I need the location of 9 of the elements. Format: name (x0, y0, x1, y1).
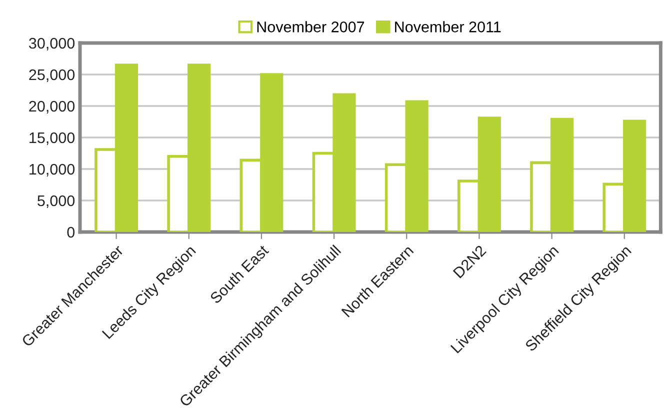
y-tick-label: 20,000 (29, 100, 75, 114)
legend-label: November 2011 (395, 21, 501, 32)
y-tick-label: 10,000 (30, 164, 75, 176)
y-tick-label: 30,000 (29, 38, 75, 50)
y-tick-label: 0 (67, 226, 75, 238)
y-tick-label: 5,000 (38, 195, 75, 208)
y-tick-label: 15,000 (30, 132, 75, 145)
legend-label: November 2007 (257, 21, 364, 32)
y-tick-label: 25,000 (29, 69, 75, 82)
